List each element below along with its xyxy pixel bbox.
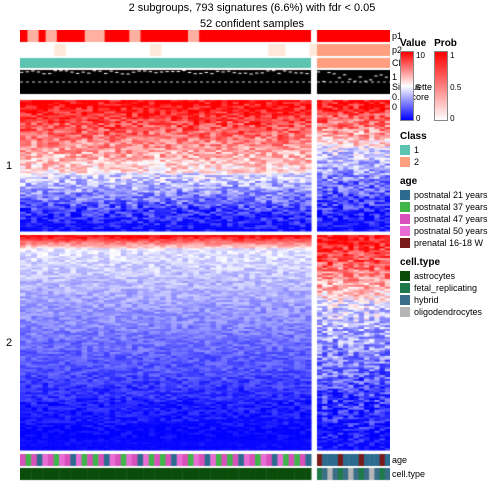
celltype-item: fetal_replicating [400, 282, 500, 294]
age-legend-title: age [400, 176, 500, 187]
age-item-swatch [400, 238, 410, 248]
age-item: postnatal 50 years [400, 225, 500, 237]
row-group-2-label: 2 [6, 337, 12, 349]
prob-legend-title: Prob [434, 38, 461, 49]
celltype-item: astrocytes [400, 270, 500, 282]
age-item: prenatal 16-18 W [400, 237, 500, 249]
title-line-1: 2 subgroups, 793 signatures (6.6%) with … [0, 0, 504, 16]
value-legend-title: Value [400, 38, 426, 49]
celltype-item: oligodendrocytes [400, 306, 500, 318]
celltype-item-swatch [400, 283, 410, 293]
class-1-swatch [400, 145, 410, 155]
celltype-item-swatch [400, 295, 410, 305]
celltype-item-swatch [400, 307, 410, 317]
legend-area: Value 1050 Prob 10.50 Class 12 age postn… [400, 30, 500, 318]
main-area: 1 2 [20, 30, 390, 490]
age-item-swatch [400, 190, 410, 200]
class-2-swatch [400, 157, 410, 167]
class-1: 1 [400, 144, 500, 156]
age-item: postnatal 21 years [400, 189, 500, 201]
age-anno-label: age [392, 455, 407, 465]
celltype-anno-label: cell.type [392, 469, 425, 479]
celltype-item: hybrid [400, 294, 500, 306]
age-item-swatch [400, 202, 410, 212]
row-group-1-label: 1 [6, 160, 12, 172]
class-legend-title: Class [400, 131, 500, 142]
heatmap-canvas [20, 30, 390, 490]
value-gradient [400, 51, 414, 121]
celltype-legend-title: cell.type [400, 257, 500, 268]
age-item: postnatal 47 years [400, 213, 500, 225]
age-item-swatch [400, 226, 410, 236]
age-item-swatch [400, 214, 410, 224]
age-item: postnatal 37 years [400, 201, 500, 213]
celltype-item-swatch [400, 271, 410, 281]
prob-gradient [434, 51, 448, 121]
class-2: 2 [400, 156, 500, 168]
